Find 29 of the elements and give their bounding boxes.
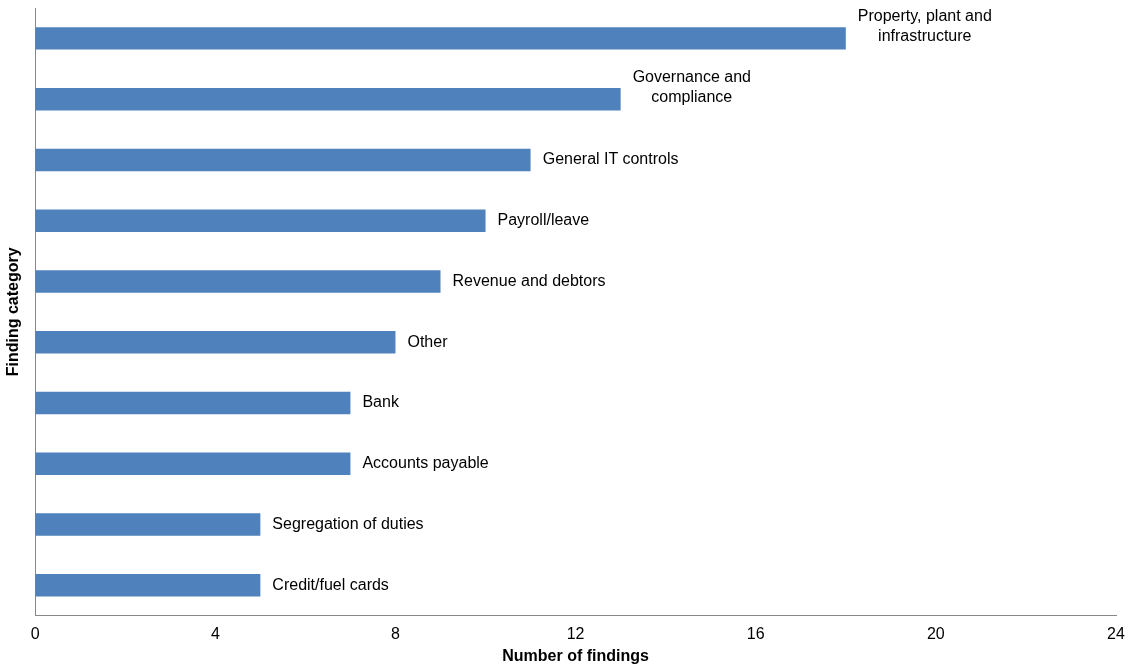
x-axis-title: Number of findings bbox=[502, 646, 650, 664]
y-tick-label: Payroll/leave bbox=[497, 211, 590, 229]
y-tick-label: Revenue and debtors bbox=[452, 271, 606, 289]
bar bbox=[35, 513, 261, 536]
bar bbox=[35, 391, 351, 415]
y-tick-label: Property, plant and infrastructure bbox=[857, 6, 992, 44]
y-tick-label: Bank bbox=[362, 393, 400, 411]
y-tick-label: Other bbox=[407, 332, 449, 350]
x-tick-label: 24 bbox=[1107, 624, 1125, 642]
x-tick-label: 16 bbox=[746, 624, 765, 642]
bar bbox=[35, 27, 846, 50]
y-tick-label: Governance and compliance bbox=[632, 67, 751, 105]
bar bbox=[35, 573, 261, 597]
y-tick-label: Credit/fuel cards bbox=[272, 575, 389, 593]
x-tick-label: 20 bbox=[926, 624, 945, 642]
bar bbox=[35, 209, 486, 232]
bar bbox=[35, 270, 441, 293]
bar bbox=[35, 452, 351, 475]
bar bbox=[35, 330, 396, 354]
x-tick-label: 12 bbox=[566, 624, 585, 642]
x-tick-label: 0 bbox=[30, 624, 40, 642]
bar bbox=[35, 148, 531, 172]
x-tick-label: 4 bbox=[210, 624, 220, 642]
bar bbox=[35, 87, 621, 111]
x-tick-label: 8 bbox=[391, 624, 401, 642]
y-axis-title: Finding category bbox=[4, 247, 22, 377]
y-tick-label: Segregation of duties bbox=[272, 514, 424, 532]
y-tick-label: General IT controls bbox=[542, 150, 679, 168]
y-tick-label: Accounts payable bbox=[362, 454, 489, 472]
